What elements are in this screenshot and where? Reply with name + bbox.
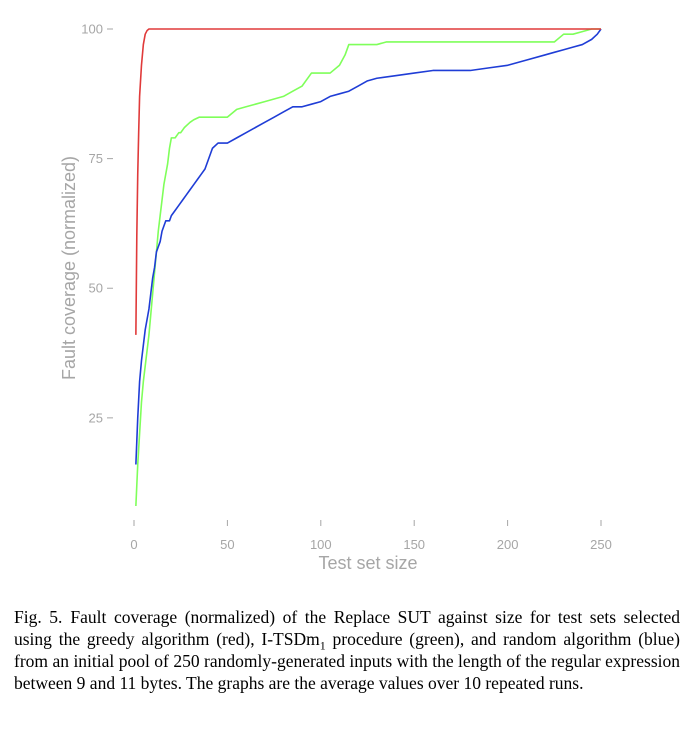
red-series-line [135, 28, 601, 335]
x-axis-ticks: 0 50 100 150 200 250 [130, 520, 612, 552]
y-axis-ticks: 25 50 75 100 [81, 22, 113, 425]
y-tick-label: 25 [89, 410, 103, 425]
x-tick-label: 150 [403, 537, 425, 552]
x-tick-label: 50 [220, 537, 234, 552]
x-tick-label: 250 [590, 537, 612, 552]
series-layer [135, 28, 602, 507]
blue-series-line [135, 28, 602, 465]
x-tick-label: 200 [497, 537, 519, 552]
caption-text-part-1: Fault coverage (normalized) of the Repla… [14, 607, 680, 649]
green-series-line [135, 28, 601, 507]
x-axis-title: Test set size [318, 553, 417, 573]
caption-figure-label: Fig. 5. [14, 607, 63, 627]
caption-subscript: 1 [319, 638, 326, 653]
y-tick-label: 75 [89, 151, 103, 166]
y-axis-title: Fault coverage (normalized) [59, 156, 79, 380]
x-tick-label: 100 [310, 537, 332, 552]
y-tick-label: 100 [81, 22, 103, 37]
figure-caption: Fig. 5. Fault coverage (normalized) of th… [14, 606, 680, 694]
caption-text-part-2: procedure (green), and random algorithm … [14, 629, 680, 693]
x-tick-label: 0 [130, 537, 137, 552]
y-tick-label: 50 [89, 281, 103, 296]
